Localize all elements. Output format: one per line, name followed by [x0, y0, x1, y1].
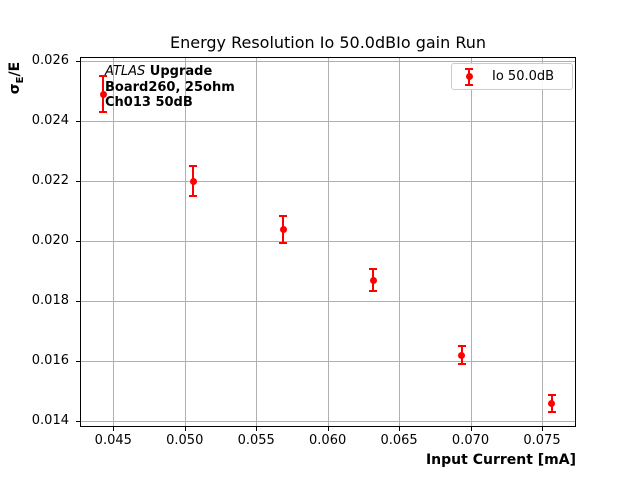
legend-errorbar-cap-bottom — [465, 83, 473, 86]
x-gridline — [541, 58, 543, 427]
y-tick-mark — [76, 241, 80, 243]
x-tick-mark — [256, 427, 258, 431]
x-tick-mark — [327, 427, 329, 431]
x-tick-mark — [541, 427, 543, 431]
errorbar-cap-top — [279, 214, 288, 217]
y-tick-mark — [76, 421, 80, 423]
y-tick-label: 0.014 — [31, 413, 69, 429]
x-gridline — [184, 58, 186, 427]
y-axis-label-sigma: σ — [7, 83, 23, 95]
x-gridline — [113, 58, 115, 427]
y-tick-label: 0.026 — [31, 53, 69, 68]
annotation-atlas: ATLAS — [105, 64, 146, 79]
y-gridline — [80, 421, 576, 423]
x-tick-label: 0.075 — [523, 433, 561, 448]
errorbar-cap-bottom — [547, 410, 556, 413]
y-tick-label: 0.024 — [31, 113, 69, 129]
x-tick-label: 0.050 — [166, 433, 204, 448]
annotation-line-3: Ch013 50dB — [105, 95, 193, 110]
y-tick-label: 0.020 — [31, 233, 69, 249]
y-gridline — [80, 301, 576, 303]
x-tick-label: 0.065 — [380, 433, 418, 448]
x-tick-label: 0.070 — [451, 433, 490, 448]
data-point — [279, 225, 287, 233]
x-tick-mark — [113, 427, 115, 431]
y-tick-label: 0.018 — [31, 293, 69, 309]
chart-title: Energy Resolution Io 50.0dBIo gain Run — [169, 33, 487, 52]
data-point — [369, 276, 377, 284]
legend-errorbar-icon — [461, 67, 477, 87]
annotation-text: ATLAS Upgrade Board260, 25ohm Ch013 50dB — [105, 64, 235, 111]
annotation-line-1: ATLAS Upgrade — [105, 64, 235, 80]
y-tick-label: 0.016 — [31, 353, 69, 369]
errorbar-cap-bottom — [369, 290, 378, 293]
y-tick-label: 0.022 — [31, 173, 69, 189]
errorbar-cap-bottom — [99, 111, 108, 114]
y-axis-label: σE/E — [7, 43, 26, 113]
x-tick-mark — [184, 427, 186, 431]
x-gridline — [256, 58, 258, 427]
x-tick-label: 0.045 — [94, 433, 132, 448]
errorbar-cap-top — [547, 393, 556, 396]
errorbar-cap-top — [189, 165, 198, 168]
annotation-upgrade: Upgrade — [145, 64, 213, 79]
x-tick-label: 0.060 — [309, 433, 347, 448]
y-gridline — [80, 241, 576, 243]
x-gridline — [470, 58, 472, 427]
data-point — [189, 177, 197, 185]
errorbar-cap-bottom — [279, 241, 288, 244]
x-gridline — [399, 58, 401, 427]
x-gridline — [327, 58, 329, 427]
errorbar-cap-bottom — [457, 363, 466, 366]
y-axis-label-subscript: E — [14, 76, 26, 84]
legend: Io 50.0dB — [451, 63, 573, 90]
y-gridline — [80, 361, 576, 363]
y-tick-mark — [76, 61, 80, 62]
errorbar-cap-top — [99, 75, 108, 77]
y-tick-mark — [76, 181, 80, 183]
y-axis-label-rest: /E — [7, 61, 23, 77]
errorbar-cap-bottom — [189, 195, 198, 198]
errorbar-cap-top — [369, 268, 378, 271]
data-point — [99, 90, 107, 98]
legend-label: Io 50.0dB — [492, 69, 555, 84]
data-point — [458, 351, 466, 359]
y-gridline — [80, 61, 576, 62]
plot-area — [80, 58, 576, 427]
y-tick-mark — [76, 301, 80, 303]
y-gridline — [80, 181, 576, 183]
x-tick-label: 0.055 — [237, 433, 275, 448]
x-axis-label: Input Current [mA] — [425, 452, 576, 468]
y-gridline — [80, 121, 576, 123]
annotation-line-2: Board260, 25ohm — [105, 79, 235, 95]
y-tick-mark — [76, 121, 80, 123]
x-tick-mark — [470, 427, 472, 431]
data-point — [548, 399, 556, 407]
legend-errorbar-cap-top — [465, 67, 473, 70]
legend-marker-dot — [465, 73, 473, 80]
x-tick-mark — [399, 427, 401, 431]
errorbar-cap-top — [457, 345, 466, 348]
y-tick-mark — [76, 361, 80, 363]
